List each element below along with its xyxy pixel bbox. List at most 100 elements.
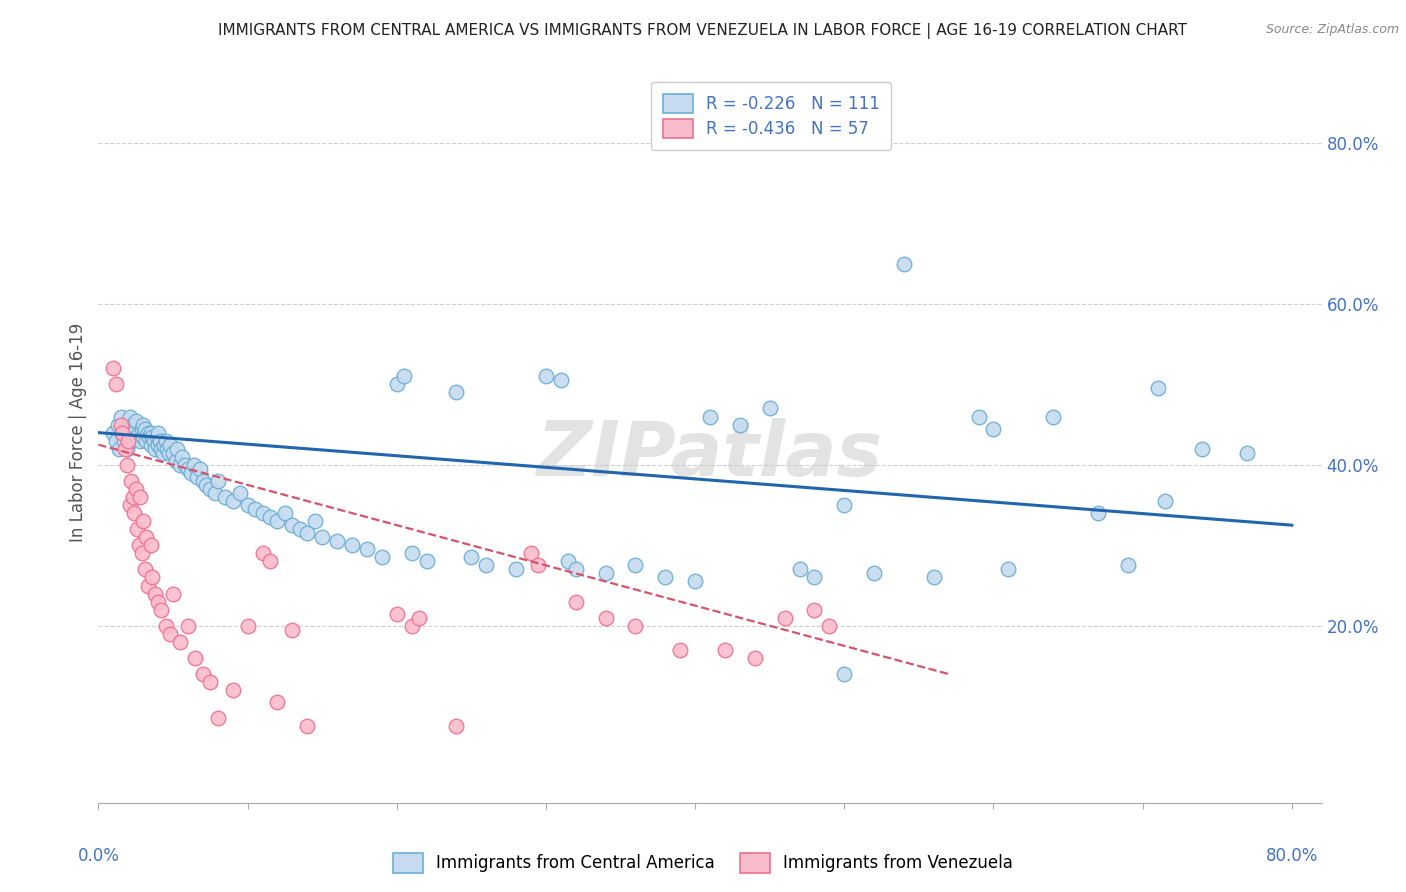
- Point: [236, 619, 259, 633]
- Text: IMMIGRANTS FROM CENTRAL AMERICA VS IMMIGRANTS FROM VENEZUELA IN LABOR FORCE | AG: IMMIGRANTS FROM CENTRAL AMERICA VS IMMIG…: [218, 23, 1188, 39]
- Point: [149, 434, 172, 448]
- Point: [304, 514, 326, 528]
- Point: [654, 570, 676, 584]
- Point: [997, 562, 1019, 576]
- Point: [143, 442, 166, 456]
- Point: [139, 538, 162, 552]
- Point: [773, 610, 796, 624]
- Point: [1087, 506, 1109, 520]
- Point: [134, 562, 156, 576]
- Point: [669, 643, 692, 657]
- Point: [117, 434, 139, 448]
- Point: [252, 546, 274, 560]
- Point: [520, 546, 543, 560]
- Point: [1154, 494, 1177, 508]
- Text: 0.0%: 0.0%: [77, 847, 120, 865]
- Point: [132, 430, 155, 444]
- Point: [401, 619, 423, 633]
- Point: [143, 586, 166, 600]
- Point: [162, 586, 184, 600]
- Point: [728, 417, 751, 432]
- Point: [415, 554, 437, 568]
- Point: [180, 466, 202, 480]
- Point: [120, 421, 142, 435]
- Point: [115, 458, 138, 472]
- Point: [311, 530, 333, 544]
- Point: [446, 385, 468, 400]
- Point: [166, 442, 188, 456]
- Point: [983, 421, 1005, 435]
- Point: [174, 458, 197, 472]
- Point: [132, 417, 155, 432]
- Point: [221, 494, 243, 508]
- Point: [236, 498, 259, 512]
- Point: [177, 462, 200, 476]
- Text: ZIPatlas: ZIPatlas: [537, 417, 883, 491]
- Point: [121, 490, 143, 504]
- Point: [125, 482, 148, 496]
- Point: [340, 538, 363, 552]
- Point: [118, 498, 141, 512]
- Point: [146, 438, 169, 452]
- Point: [207, 711, 229, 725]
- Point: [259, 510, 281, 524]
- Point: [243, 502, 266, 516]
- Point: [1146, 381, 1168, 395]
- Point: [114, 421, 136, 435]
- Point: [155, 619, 177, 633]
- Point: [288, 522, 311, 536]
- Point: [159, 627, 181, 641]
- Point: [550, 373, 572, 387]
- Point: [162, 446, 184, 460]
- Point: [266, 695, 288, 709]
- Point: [194, 478, 217, 492]
- Point: [157, 446, 180, 460]
- Point: [818, 619, 841, 633]
- Point: [565, 594, 588, 608]
- Point: [863, 566, 886, 581]
- Point: [156, 442, 179, 456]
- Point: [221, 683, 243, 698]
- Point: [117, 430, 139, 444]
- Point: [565, 562, 588, 576]
- Point: [789, 562, 811, 576]
- Point: [155, 434, 177, 448]
- Point: [183, 458, 205, 472]
- Point: [832, 498, 855, 512]
- Point: [326, 534, 349, 549]
- Point: [127, 522, 149, 536]
- Point: [114, 442, 136, 456]
- Point: [136, 578, 159, 592]
- Point: [557, 554, 579, 568]
- Point: [177, 619, 200, 633]
- Point: [184, 651, 207, 665]
- Text: Source: ZipAtlas.com: Source: ZipAtlas.com: [1265, 23, 1399, 37]
- Y-axis label: In Labor Force | Age 16-19: In Labor Force | Age 16-19: [69, 323, 87, 542]
- Point: [200, 675, 222, 690]
- Point: [139, 438, 162, 452]
- Point: [207, 474, 229, 488]
- Point: [129, 490, 152, 504]
- Point: [122, 425, 145, 440]
- Point: [107, 417, 129, 432]
- Text: 80.0%: 80.0%: [1265, 847, 1317, 865]
- Point: [356, 542, 378, 557]
- Point: [125, 413, 148, 427]
- Point: [110, 409, 132, 424]
- Point: [128, 425, 150, 440]
- Point: [131, 546, 153, 560]
- Point: [832, 667, 855, 681]
- Point: [122, 506, 145, 520]
- Point: [744, 651, 766, 665]
- Point: [967, 409, 990, 424]
- Point: [446, 719, 468, 733]
- Point: [127, 430, 149, 444]
- Point: [112, 434, 135, 448]
- Point: [136, 425, 159, 440]
- Point: [191, 667, 214, 681]
- Point: [120, 434, 142, 448]
- Point: [893, 257, 915, 271]
- Point: [595, 610, 617, 624]
- Point: [229, 486, 252, 500]
- Point: [401, 546, 423, 560]
